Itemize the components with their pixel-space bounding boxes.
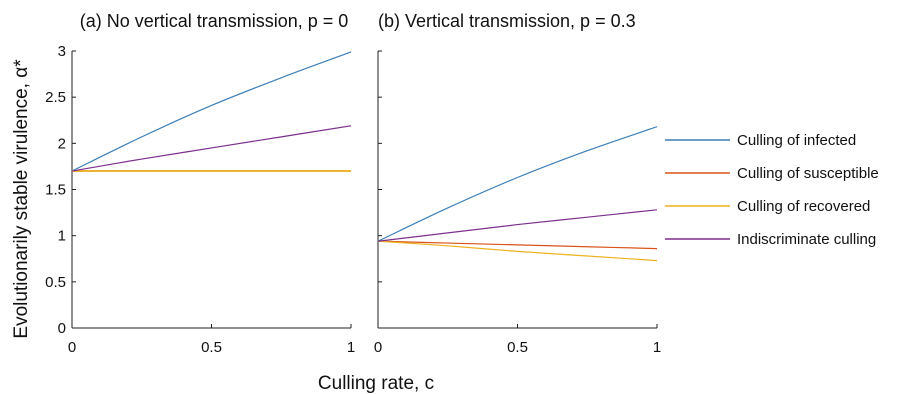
panel-b-series-culling-of-infected (377, 126, 658, 242)
panel-a: (a) No vertical transmission, p = 0 0 0.5 1… (45, 11, 355, 356)
panel-a-y-tick-label: 0.5 (45, 274, 66, 291)
panel-a-y-tick-label: 0 (58, 320, 66, 337)
legend-label: Culling of recovered (737, 198, 870, 215)
y-axis-label: Evolutionarily stable virulence, α* (11, 59, 32, 339)
legend-label: Culling of susceptible (737, 165, 879, 182)
panel-b-x-tick-label: 0.5 (507, 339, 528, 356)
panel-a-y-tick-label: 3 (58, 43, 66, 60)
panel-a-series-culling-of-infected (71, 51, 352, 172)
legend-label: Indiscriminate culling (737, 231, 876, 248)
panel-a-y-tick-label: 1 (58, 228, 66, 245)
panel-b-x-tick-label: 0 (374, 339, 382, 356)
legend-label: Culling of infected (737, 132, 856, 149)
panel-a-series-indiscriminate-culling (71, 125, 352, 172)
panel-b-series-indiscriminate-culling (377, 209, 658, 242)
x-axis-label: Culling rate, c (318, 373, 434, 394)
panel-a-y-tick-label: 1.5 (45, 182, 66, 199)
panel-a-y-tick-label: 2.5 (45, 89, 66, 106)
panel-a-title: (a) No vertical transmission, p = 0 (80, 11, 349, 31)
panel-a-x-tick-label: 0.5 (201, 339, 222, 356)
panel-a-x-tick-label: 0 (68, 339, 76, 356)
panel-b-series-culling-of-recovered (377, 240, 658, 262)
legend: Culling of infected Culling of susceptibl… (665, 132, 879, 248)
panel-b: (b) Vertical transmission, p = 0.3 0 0.5 1 (374, 11, 661, 356)
panel-a-y-tick-label: 2 (58, 135, 66, 152)
panel-b-series-culling-of-susceptible (377, 240, 658, 250)
panel-b-x-tick-label: 1 (653, 339, 661, 356)
panel-a-x-tick-label: 1 (347, 339, 355, 356)
panel-b-title: (b) Vertical transmission, p = 0.3 (378, 11, 636, 31)
